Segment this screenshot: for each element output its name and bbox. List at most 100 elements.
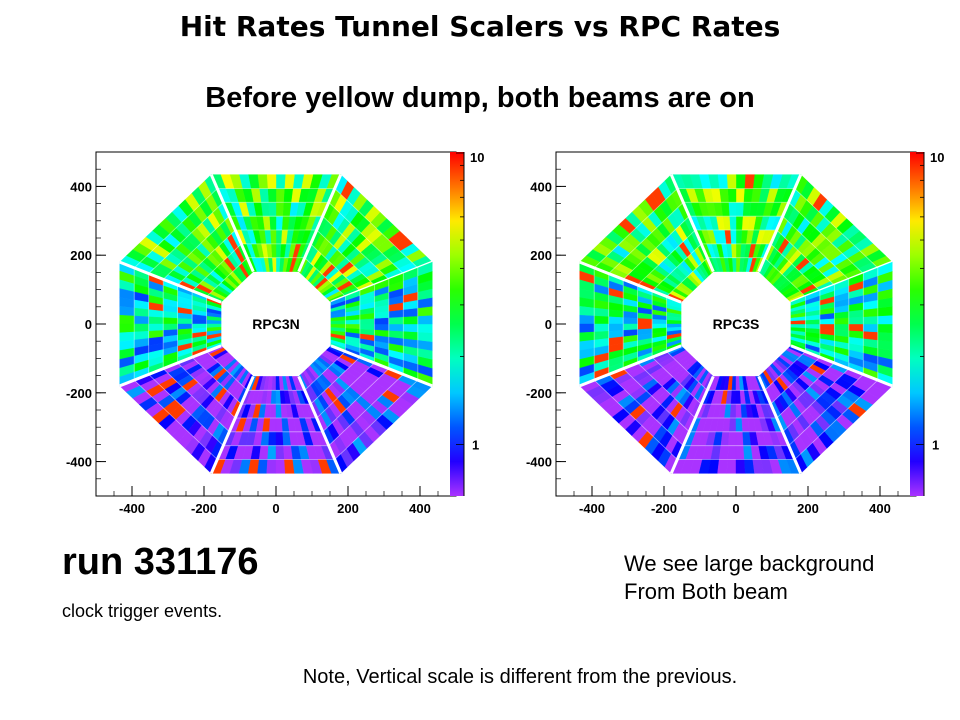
x-tick-label: 400 — [869, 501, 891, 516]
detector-cell — [735, 174, 746, 189]
detector-cell — [735, 229, 743, 245]
detector-cell — [608, 309, 624, 318]
detector-cell — [720, 431, 730, 446]
sector-gap — [579, 260, 682, 304]
background-comment-line1: We see large background — [624, 551, 875, 576]
detector-cell — [191, 319, 207, 325]
detector-cell — [268, 202, 277, 217]
detector-cell — [718, 445, 729, 460]
y-tick-label: 200 — [530, 248, 552, 263]
detector-cell — [284, 174, 295, 189]
x-tick-label: -400 — [119, 501, 145, 516]
detector-cell — [863, 315, 878, 325]
detector-cell — [374, 323, 389, 331]
y-tick-label: 0 — [545, 317, 552, 332]
detector-cell — [790, 323, 806, 329]
detector-cell — [417, 314, 433, 325]
detector-cell — [275, 229, 283, 245]
detector-cell — [735, 215, 743, 231]
detector-cell — [275, 459, 286, 474]
x-tick-label: 0 — [272, 501, 279, 516]
detector-cell — [622, 323, 638, 331]
sector-gap — [669, 375, 715, 474]
detector-cell — [268, 431, 277, 446]
detector-cell — [743, 188, 754, 203]
run-number: run 331176 — [62, 541, 259, 583]
y-tick-label: 400 — [530, 179, 552, 194]
detector-cell — [742, 202, 752, 217]
sector-gap — [119, 344, 222, 388]
detector-cell — [359, 323, 375, 330]
sector-gap — [119, 260, 222, 304]
y-tick-label: -200 — [66, 386, 92, 401]
detector-cell — [863, 330, 878, 341]
detector-cell — [133, 323, 149, 333]
detector-cell — [727, 188, 737, 203]
detector-cell — [282, 202, 292, 217]
detector-cell — [275, 188, 285, 203]
color-scale-bar — [910, 152, 924, 496]
detector-cell — [148, 316, 164, 325]
detector-cell — [728, 202, 737, 217]
detector-label: RPC3N — [252, 316, 299, 332]
detector-cell — [593, 307, 609, 318]
detector-cell — [728, 431, 737, 446]
detector-cell — [148, 323, 164, 332]
detector-cell — [269, 403, 277, 419]
sector-gap — [579, 344, 682, 388]
detector-cell — [731, 376, 737, 391]
scale-min-label: 1 — [472, 437, 479, 452]
y-tick-label: -200 — [526, 386, 552, 401]
sector-gap — [209, 375, 255, 474]
sector-gap — [757, 375, 803, 474]
detector-cell — [877, 331, 893, 342]
x-tick-label: -200 — [651, 501, 677, 516]
detector-cell — [162, 323, 178, 331]
x-tick-label: 200 — [337, 501, 359, 516]
ring-line — [593, 188, 879, 460]
detector-cell — [330, 323, 346, 329]
detector-cell — [848, 323, 864, 332]
ring-line — [666, 257, 806, 391]
detector-cell — [848, 330, 864, 339]
detector-cell — [666, 319, 682, 325]
detector-cell — [726, 459, 737, 474]
detector-cell — [162, 317, 178, 325]
detector-cell — [834, 317, 849, 325]
detector-cell — [266, 174, 277, 189]
detector-cell — [177, 318, 193, 325]
detector-label: RPC3S — [713, 316, 760, 332]
sector-gap — [669, 174, 715, 273]
sector-gap — [790, 344, 893, 388]
ring-line — [191, 243, 361, 405]
detector-cell — [275, 431, 284, 446]
detector-cell — [729, 417, 737, 432]
scale-max-label: 10 — [930, 150, 944, 165]
detector-cell — [735, 188, 745, 203]
detector-cell — [735, 202, 744, 217]
detector-cell — [388, 323, 404, 332]
detector-cell — [275, 257, 281, 272]
slide-subtitle: Before yellow dump, both beams are on — [205, 82, 755, 114]
color-scale-bar — [450, 152, 464, 496]
detector-cell — [735, 243, 742, 258]
ring-line — [177, 229, 375, 419]
detector-cell — [257, 459, 268, 474]
detector-cell — [729, 403, 737, 419]
detector-cell — [735, 257, 741, 272]
detector-cell — [727, 445, 737, 460]
detector-cell — [579, 323, 595, 334]
sector-gap — [297, 375, 343, 474]
sector-gap — [297, 174, 343, 273]
sector-gap — [757, 174, 803, 273]
ring-line — [148, 201, 404, 447]
detector-cell — [133, 315, 149, 325]
detector-cell — [717, 459, 728, 474]
detector-cell — [258, 445, 269, 460]
detector-cell — [726, 174, 737, 189]
detector-cell — [735, 445, 745, 460]
detector-cell — [388, 316, 404, 325]
detector-cell — [403, 323, 418, 333]
y-tick-label: 200 — [70, 248, 92, 263]
detector-cell — [266, 459, 277, 474]
